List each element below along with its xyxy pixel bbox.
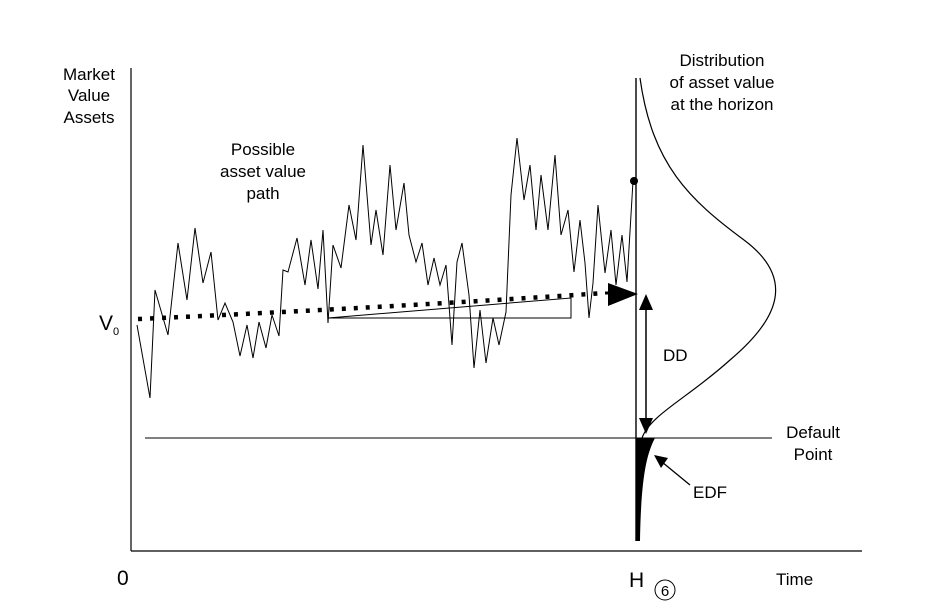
distribution-label-line-1: Distribution bbox=[679, 51, 764, 70]
horizon-marker-circle bbox=[654, 579, 676, 601]
path-end-dot bbox=[630, 177, 638, 185]
origin-label: 0 bbox=[117, 567, 129, 590]
edf-pointer-head bbox=[654, 455, 668, 468]
start-value-label: V0 bbox=[99, 312, 119, 338]
distribution-label-line-2: of asset value bbox=[670, 73, 775, 92]
dd-arrowhead-bottom bbox=[639, 418, 653, 434]
path-label-line-2: asset value bbox=[220, 162, 306, 181]
edf-pointer bbox=[661, 461, 691, 486]
distribution-curve bbox=[639, 77, 777, 439]
growth-arrowhead bbox=[608, 283, 638, 306]
distribution-label-line-3: at the horizon bbox=[670, 95, 773, 114]
asset-value-path bbox=[136, 137, 634, 399]
expected-growth-dotted-line bbox=[137, 290, 606, 322]
x-axis-label: Time bbox=[776, 570, 813, 589]
default-point-label-line-1: Default bbox=[786, 423, 840, 442]
path-label-line-3: path bbox=[246, 184, 279, 203]
y-axis-title-line-2: Value bbox=[68, 86, 110, 105]
horizon-marker: 6 bbox=[661, 583, 669, 600]
dd-arrowhead-top bbox=[639, 294, 653, 310]
dd-label: DD bbox=[663, 346, 688, 365]
edf-label: EDF bbox=[693, 483, 727, 502]
edf-tail-area bbox=[636, 438, 655, 541]
horizon-label: H bbox=[629, 569, 644, 592]
y-axis-title-line-3: Assets bbox=[63, 108, 114, 127]
drift-triangle bbox=[327, 297, 572, 319]
path-label-line-1: Possible bbox=[231, 140, 295, 159]
default-point-label-line-2: Point bbox=[794, 445, 833, 464]
y-axis-title-line-1: Market bbox=[63, 65, 115, 84]
